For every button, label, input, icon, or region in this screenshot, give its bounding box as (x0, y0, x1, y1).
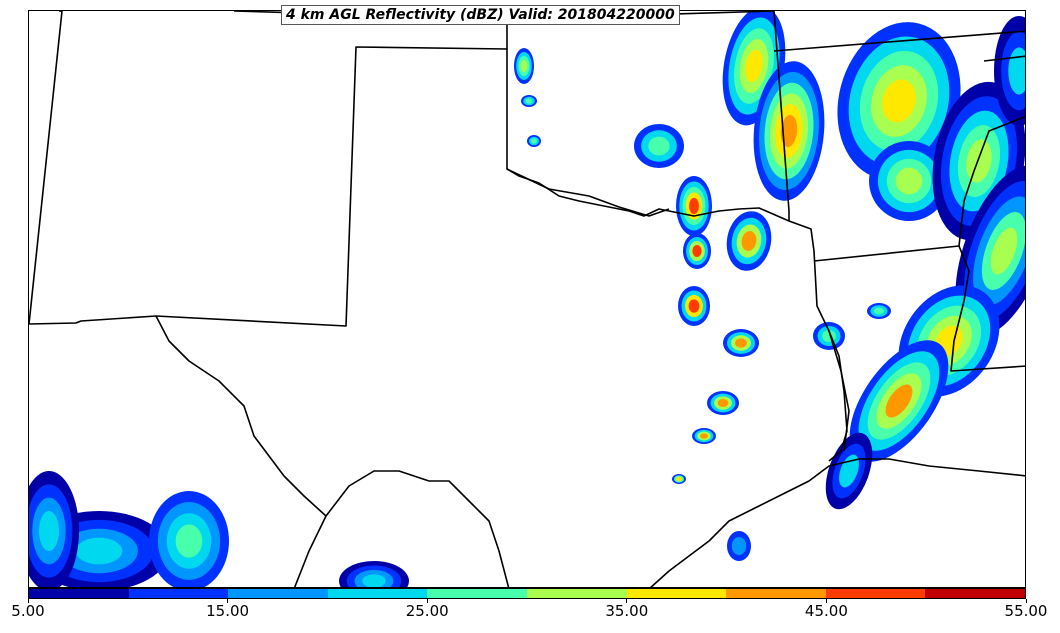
colorbar-segment (925, 589, 1025, 598)
echo-cell (521, 95, 537, 107)
colorbar-segment (726, 589, 826, 598)
mexico-border (155, 315, 327, 587)
ar-mo-boundary (773, 30, 1025, 52)
colorbar-tick (426, 599, 428, 603)
red-river (506, 168, 670, 217)
echo-cell (527, 135, 541, 147)
map-title: 4 km AGL Reflectivity (dBZ) Valid: 20180… (281, 5, 680, 25)
echo-cell (339, 561, 409, 587)
echo-cell (634, 124, 684, 168)
reflectivity-map (29, 11, 1025, 587)
radar-echoes (29, 11, 1025, 587)
echo-cell (692, 428, 716, 444)
tx-panhandle-outline (29, 46, 815, 327)
echo-cell (726, 211, 772, 271)
ok-ar-boundary (773, 11, 790, 221)
colorbar-segment (526, 589, 627, 598)
colorbar-segment (626, 589, 727, 598)
colorbar-label: 15.00 (206, 602, 250, 620)
nm-tx-boundary (29, 11, 63, 325)
echo-cell (678, 286, 710, 326)
map-frame (28, 10, 1026, 588)
colorbar-tick (1025, 599, 1027, 603)
colorbar-label: 25.00 (405, 602, 449, 620)
echo-cell (825, 432, 873, 510)
echo-cell (869, 141, 949, 221)
ms-al-boundary (958, 115, 1025, 247)
tn-boundary (983, 55, 1025, 62)
echo-cell (849, 340, 949, 462)
colorbar-segment (228, 589, 328, 598)
colorbar-segment (327, 589, 428, 598)
echo-cell (676, 176, 712, 236)
gulf-coast (650, 458, 1025, 587)
ar-la-boundary (813, 245, 960, 262)
echo-cell (723, 329, 759, 357)
colorbar-label: 35.00 (605, 602, 649, 620)
colorbar (28, 588, 1026, 599)
colorbar-tick (227, 599, 229, 603)
colorbar-label: 55.00 (1004, 602, 1048, 620)
echo-cell (994, 16, 1025, 126)
colorbar-tick (626, 599, 628, 603)
colorbar-segment (825, 589, 926, 598)
ms-river (950, 245, 1025, 372)
tx-la-boundary (813, 250, 848, 462)
echo-cell (683, 233, 711, 269)
echo-cell (514, 48, 534, 84)
echo-cell (837, 22, 961, 180)
colorbar-label: 5.00 (11, 602, 45, 620)
echo-cell (727, 531, 751, 561)
echo-cell (813, 322, 845, 350)
echo-cell (867, 303, 891, 319)
colorbar-segment (29, 589, 129, 598)
colorbar-tick (27, 599, 29, 603)
echo-cell (672, 474, 686, 484)
echo-cell (707, 391, 739, 415)
sabine-river (828, 330, 850, 452)
echo-cell (149, 491, 229, 587)
echo-cell (29, 471, 79, 587)
echo-cell (753, 61, 825, 201)
colorbar-tick (825, 599, 827, 603)
colorbar-segment (427, 589, 527, 598)
colorbar-segment (128, 589, 229, 598)
rio-grande-lower (325, 470, 510, 587)
colorbar-label: 45.00 (804, 602, 848, 620)
